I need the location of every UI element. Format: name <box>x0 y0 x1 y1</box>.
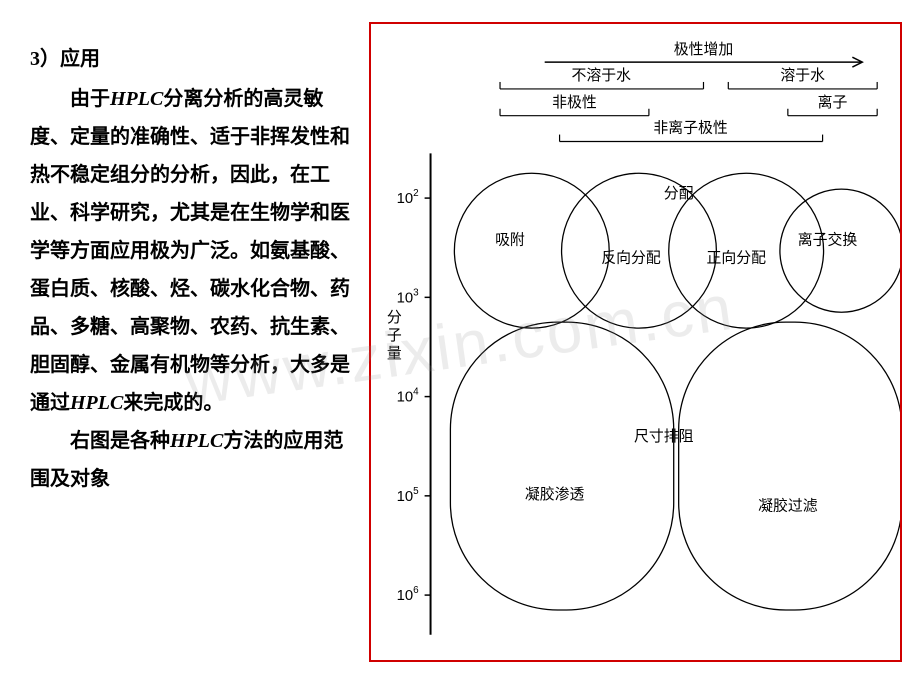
svg-text:104: 104 <box>397 387 420 406</box>
svg-text:105: 105 <box>397 486 420 505</box>
p1-hplc1: HPLC <box>110 88 163 110</box>
svg-text:极性增加: 极性增加 <box>674 41 734 58</box>
p1-c: 来完成的。 <box>123 392 223 414</box>
svg-text:分配: 分配 <box>664 185 694 202</box>
svg-text:正向分配: 正向分配 <box>706 250 766 267</box>
svg-text:凝胶过滤: 凝胶过滤 <box>758 498 818 515</box>
text-panel: 3）应用 由于HPLC分离分析的高灵敏度、定量的准确性、适于非挥发性和热不稳定组… <box>30 40 360 498</box>
svg-text:分: 分 <box>387 309 402 326</box>
paragraph-2: 右图是各种HPLC方法的应用范围及对象 <box>30 422 360 498</box>
p2-hplc: HPLC <box>170 430 223 452</box>
svg-text:非离子极性: 非离子极性 <box>653 120 727 137</box>
svg-text:溶于水: 溶于水 <box>780 67 825 84</box>
hplc-diagram: 极性增加不溶于水 溶于水非极性 离子非离子极性 102 103 104 105 106 分子量 吸… <box>369 22 902 662</box>
svg-text:反向分配: 反向分配 <box>601 250 661 267</box>
paragraph-1: 由于HPLC分离分析的高灵敏度、定量的准确性、适于非挥发性和热不稳定组分的分析，… <box>30 80 360 422</box>
svg-text:102: 102 <box>397 188 420 207</box>
svg-text:吸附: 吸附 <box>495 232 525 249</box>
p1-a: 由于 <box>70 88 110 110</box>
svg-text:不溶于水: 不溶于水 <box>572 67 632 84</box>
p1-b: 分离分析的高灵敏度、定量的准确性、适于非挥发性和热不稳定组分的分析，因此，在工业… <box>30 88 350 414</box>
svg-text:子: 子 <box>387 327 402 344</box>
diagram-svg: 极性增加不溶于水 溶于水非极性 离子非离子极性 102 103 104 105 106 分子量 吸… <box>371 24 900 660</box>
svg-text:106: 106 <box>397 585 420 604</box>
svg-text:尺寸排阻: 尺寸排阻 <box>634 428 694 445</box>
p1-hplc2: HPLC <box>70 392 123 414</box>
svg-text:非极性: 非极性 <box>552 94 597 111</box>
heading: 3）应用 <box>30 40 360 78</box>
svg-text:凝胶渗透: 凝胶渗透 <box>525 486 585 503</box>
svg-text:量: 量 <box>387 346 402 362</box>
svg-text:103: 103 <box>397 287 420 306</box>
p2-a: 右图是各种 <box>70 430 170 452</box>
svg-text:离子: 离子 <box>818 94 848 111</box>
svg-text:离子交换: 离子交换 <box>798 231 858 249</box>
